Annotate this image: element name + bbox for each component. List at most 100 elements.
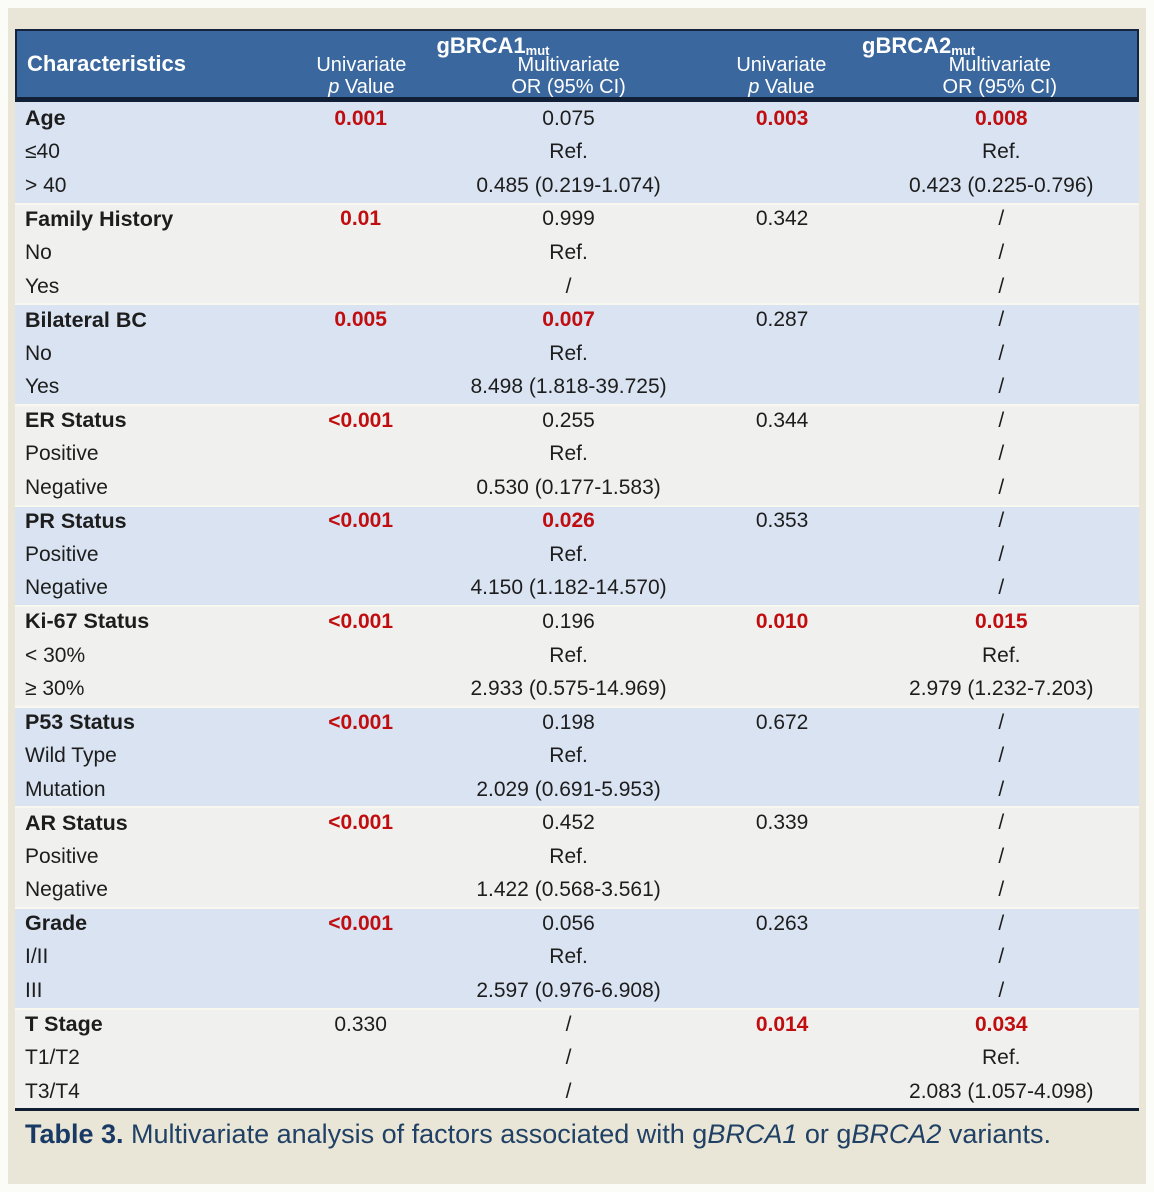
cell-multivariate-brca2: /	[998, 207, 1005, 231]
gbrca2-superscript: mut	[951, 43, 976, 58]
cell-multivariate-brca1: 8.498 (1.818-39.725)	[470, 375, 667, 399]
table-row: Positive Ref. /	[15, 840, 1139, 874]
column-group-gbrca2: gBRCA2 mut	[700, 31, 1137, 59]
cell-characteristic: Bilateral BC	[25, 307, 147, 332]
column-group-gbrca1: gBRCA1 mut	[286, 31, 700, 59]
cell-characteristic: No	[25, 341, 52, 365]
cell-multivariate-brca1: 0.255	[542, 408, 595, 432]
cell-multivariate-brca2: /	[998, 442, 1005, 466]
table-row: AR Status <0.001 0.452 0.339 /	[15, 806, 1139, 840]
cell-characteristic: < 30%	[25, 643, 86, 667]
table-row: No Ref. /	[15, 236, 1139, 270]
cell-multivariate-brca2: /	[998, 777, 1005, 801]
cell-characteristic: P53 Status	[25, 710, 135, 735]
cell-univariate-brca1: <0.001	[328, 911, 394, 935]
cell-characteristic: No	[25, 240, 52, 264]
table-row: Yes 8.498 (1.818-39.725) /	[15, 370, 1139, 404]
cell-multivariate-brca2: /	[998, 408, 1005, 432]
table-row: III 2.597 (0.976-6.908) /	[15, 974, 1139, 1008]
value-text: Value	[759, 75, 815, 98]
table-row: > 40 0.485 (0.219-1.074) 0.423 (0.225-0.79…	[15, 169, 1139, 203]
caption-text-3: variants.	[941, 1119, 1051, 1150]
cell-multivariate-brca1: Ref.	[549, 844, 588, 868]
cell-univariate-brca1: <0.001	[328, 710, 394, 734]
cell-univariate-brca2: 0.287	[755, 308, 809, 332]
column-header-multivariate-brca1: Multivariate OR (95% CI)	[437, 54, 700, 97]
cell-multivariate-brca1: 0.198	[542, 710, 595, 734]
cell-multivariate-brca1: 0.452	[542, 811, 595, 835]
cell-multivariate-brca1: 2.933 (0.575-14.969)	[470, 677, 667, 701]
cell-multivariate-brca2: /	[998, 911, 1005, 935]
table-row: Positive Ref. /	[15, 538, 1139, 572]
table-group: Family History 0.01 0.999 0.342 / No Ref. / Yes /…	[15, 202, 1139, 304]
cell-characteristic: T Stage	[25, 1012, 103, 1037]
cell-characteristic: Negative	[25, 475, 108, 499]
cell-multivariate-brca2: /	[998, 744, 1005, 768]
cell-univariate-brca1: <0.001	[328, 811, 394, 835]
cell-multivariate-brca1: 0.999	[542, 207, 595, 231]
cell-multivariate-brca1: /	[565, 1012, 572, 1036]
univariate-line2: p Value	[328, 76, 394, 99]
table-row: Wild Type Ref. /	[15, 739, 1139, 773]
table-group: P53 Status <0.001 0.198 0.672 / Wild Type Ref.…	[15, 705, 1139, 807]
table-caption: Table 3. Multivariate analysis of factor…	[15, 1118, 1065, 1151]
cell-univariate-brca1: 0.01	[340, 207, 382, 231]
univariate-line2: p Value	[748, 75, 815, 99]
cell-multivariate-brca1: 1.422 (0.568-3.561)	[476, 878, 661, 902]
cell-multivariate-brca2: /	[998, 475, 1005, 499]
table-row: Age 0.001 0.075 0.003 0.008	[15, 102, 1139, 136]
cell-multivariate-brca1: /	[565, 274, 572, 298]
cell-multivariate-brca2: /	[998, 308, 1005, 332]
cell-characteristic: Positive	[25, 442, 99, 466]
table-row: Grade <0.001 0.056 0.263 /	[15, 907, 1139, 941]
table-group: Ki-67 Status <0.001 0.196 0.010 0.015 < 30% Re…	[15, 605, 1139, 706]
cell-multivariate-brca1: Ref.	[549, 140, 588, 164]
cell-characteristic: Wild Type	[25, 744, 117, 768]
multivariate-line1: Multivariate	[948, 53, 1051, 76]
cell-multivariate-brca2: /	[998, 240, 1005, 264]
gbrca1-superscript: mut	[525, 43, 550, 58]
cell-multivariate-brca1: 0.007	[542, 308, 595, 332]
cell-multivariate-brca1: 0.056	[542, 911, 595, 935]
cell-multivariate-brca1: Ref.	[549, 542, 588, 566]
cell-multivariate-brca1: 0.026	[542, 509, 595, 533]
table-row: I/II Ref. /	[15, 941, 1139, 975]
cell-characteristic: AR Status	[25, 810, 128, 835]
cell-characteristic: PR Status	[25, 508, 127, 533]
cell-univariate-brca2: 0.014	[755, 1012, 809, 1036]
cell-multivariate-brca2: Ref.	[982, 643, 1021, 667]
table-group: Age 0.001 0.075 0.003 0.008 ≤40 Ref. Ref. > 40 0.…	[15, 102, 1139, 203]
table-row: Negative 0.530 (0.177-1.583) /	[15, 471, 1139, 505]
column-header-characteristics: Characteristics	[27, 51, 186, 76]
cell-characteristic: T1/T2	[25, 1046, 80, 1070]
cell-characteristic: Positive	[25, 844, 99, 868]
cell-multivariate-brca1: Ref.	[549, 341, 588, 365]
table-row: < 30% Ref. Ref.	[15, 639, 1139, 673]
p-italic: p	[748, 75, 760, 98]
cell-multivariate-brca2: /	[998, 341, 1005, 365]
cell-characteristic: Mutation	[25, 777, 106, 801]
table-row: PR Status <0.001 0.026 0.353 /	[15, 505, 1139, 539]
cell-characteristic: Ki-67 Status	[25, 609, 150, 634]
cell-univariate-brca2: 0.339	[755, 811, 809, 835]
cell-multivariate-brca2: Ref.	[982, 140, 1021, 164]
cell-multivariate-brca1: Ref.	[549, 744, 588, 768]
table-row: Negative 1.422 (0.568-3.561) /	[15, 874, 1139, 908]
table-row: Mutation 2.029 (0.691-5.953) /	[15, 773, 1139, 807]
cell-univariate-brca2: 0.010	[755, 609, 809, 633]
cell-univariate-brca2: 0.263	[755, 911, 809, 935]
table-body: Age 0.001 0.075 0.003 0.008 ≤40 Ref. Ref. > 40 0.…	[15, 102, 1139, 1112]
cell-multivariate-brca1: 0.075	[542, 106, 595, 130]
cell-characteristic: ER Status	[25, 408, 127, 433]
multivariate-line1: Multivariate	[517, 53, 620, 76]
cell-characteristic: Positive	[25, 542, 99, 566]
cell-characteristic: ≥ 30%	[25, 677, 85, 701]
cell-univariate-brca1: 0.005	[334, 308, 387, 332]
cell-multivariate-brca2: /	[998, 509, 1005, 533]
cell-characteristic: Yes	[25, 375, 60, 399]
cell-multivariate-brca1: 0.485 (0.219-1.074)	[476, 173, 661, 197]
table-header: Characteristics gBRCA1 mut gBRCA2 mut Univ…	[15, 29, 1139, 102]
column-header-multivariate-brca2: Multivariate OR (95% CI)	[863, 54, 1137, 98]
table-group: Grade <0.001 0.056 0.263 / I/II Ref. / III 2.597 …	[15, 907, 1139, 1008]
multivariate-line2: OR (95% CI)	[942, 75, 1057, 98]
